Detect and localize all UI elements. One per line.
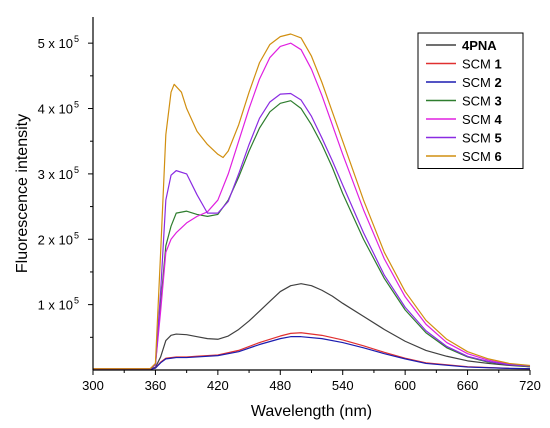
legend-entry-number: 4PNA bbox=[462, 38, 497, 53]
x-tick-label: 480 bbox=[269, 378, 291, 393]
y-tick-label-exponent: 5 bbox=[74, 34, 79, 44]
legend-entry: SCM 6 bbox=[462, 149, 502, 164]
legend-entry-prefix: SCM bbox=[462, 149, 495, 164]
y-tick-label: 1 x 10 bbox=[38, 298, 73, 313]
legend-entry-number: 1 bbox=[495, 57, 502, 72]
x-tick-label: 360 bbox=[145, 378, 167, 393]
legend-entry-prefix: SCM bbox=[462, 112, 495, 127]
legend-entry: SCM 1 bbox=[462, 57, 502, 72]
x-tick-label: 600 bbox=[394, 378, 416, 393]
y-tick-label-base: 2 x 10 bbox=[38, 232, 73, 247]
x-axis-title: Wavelength (nm) bbox=[251, 403, 372, 420]
series-line-scm-3 bbox=[93, 100, 531, 370]
series-layer bbox=[93, 33, 531, 370]
y-tick-label: 2 x 10 bbox=[38, 232, 73, 247]
series-line-scm-5 bbox=[93, 92, 531, 370]
legend-entry: SCM 3 bbox=[462, 94, 502, 109]
x-tick-label: 660 bbox=[457, 378, 479, 393]
x-tick-label: 300 bbox=[82, 378, 104, 393]
y-tick-label-exponent: 5 bbox=[74, 165, 79, 175]
legend-entry: SCM 5 bbox=[462, 131, 502, 146]
y-tick-label-base: 5 x 10 bbox=[38, 36, 73, 51]
legend-entry-number: 6 bbox=[495, 149, 502, 164]
series-line-scm-2 bbox=[93, 336, 531, 370]
y-tick-label-exponent: 5 bbox=[74, 100, 79, 110]
legend-entry-prefix: SCM bbox=[462, 75, 495, 90]
x-tick-label: 540 bbox=[332, 378, 354, 393]
legend-entry: 4PNA bbox=[462, 38, 497, 53]
y-tick-label: 5 x 10 bbox=[38, 36, 73, 51]
y-tick-label: 4 x 10 bbox=[38, 102, 73, 117]
y-axis-title: Fluorescence intensity bbox=[14, 114, 31, 273]
y-tick-label-base: 3 x 10 bbox=[38, 167, 73, 182]
series-line-scm-4 bbox=[93, 42, 531, 370]
legend-entry-number: 5 bbox=[495, 131, 502, 146]
y-tick-label-exponent: 5 bbox=[74, 296, 79, 306]
legend-entry-number: 3 bbox=[495, 94, 502, 109]
legend-entry-prefix: SCM bbox=[462, 131, 495, 146]
legend-entry-number: 4 bbox=[495, 112, 503, 127]
y-tick-label-base: 1 x 10 bbox=[38, 298, 73, 313]
y-tick-label: 3 x 10 bbox=[38, 167, 73, 182]
legend-entry: SCM 4 bbox=[462, 112, 503, 127]
series-line-scm-6 bbox=[93, 33, 531, 370]
y-tick-label-exponent: 5 bbox=[74, 230, 79, 240]
series-line-4pna bbox=[93, 283, 531, 370]
y-tick-label-base: 4 x 10 bbox=[38, 102, 73, 117]
legend-entry-prefix: SCM bbox=[462, 57, 495, 72]
legend-entry: SCM 2 bbox=[462, 75, 502, 90]
legend-entry-number: 2 bbox=[495, 75, 502, 90]
x-tick-label: 720 bbox=[519, 378, 541, 393]
x-tick-label: 420 bbox=[207, 378, 229, 393]
legend-entry-prefix: SCM bbox=[462, 94, 495, 109]
